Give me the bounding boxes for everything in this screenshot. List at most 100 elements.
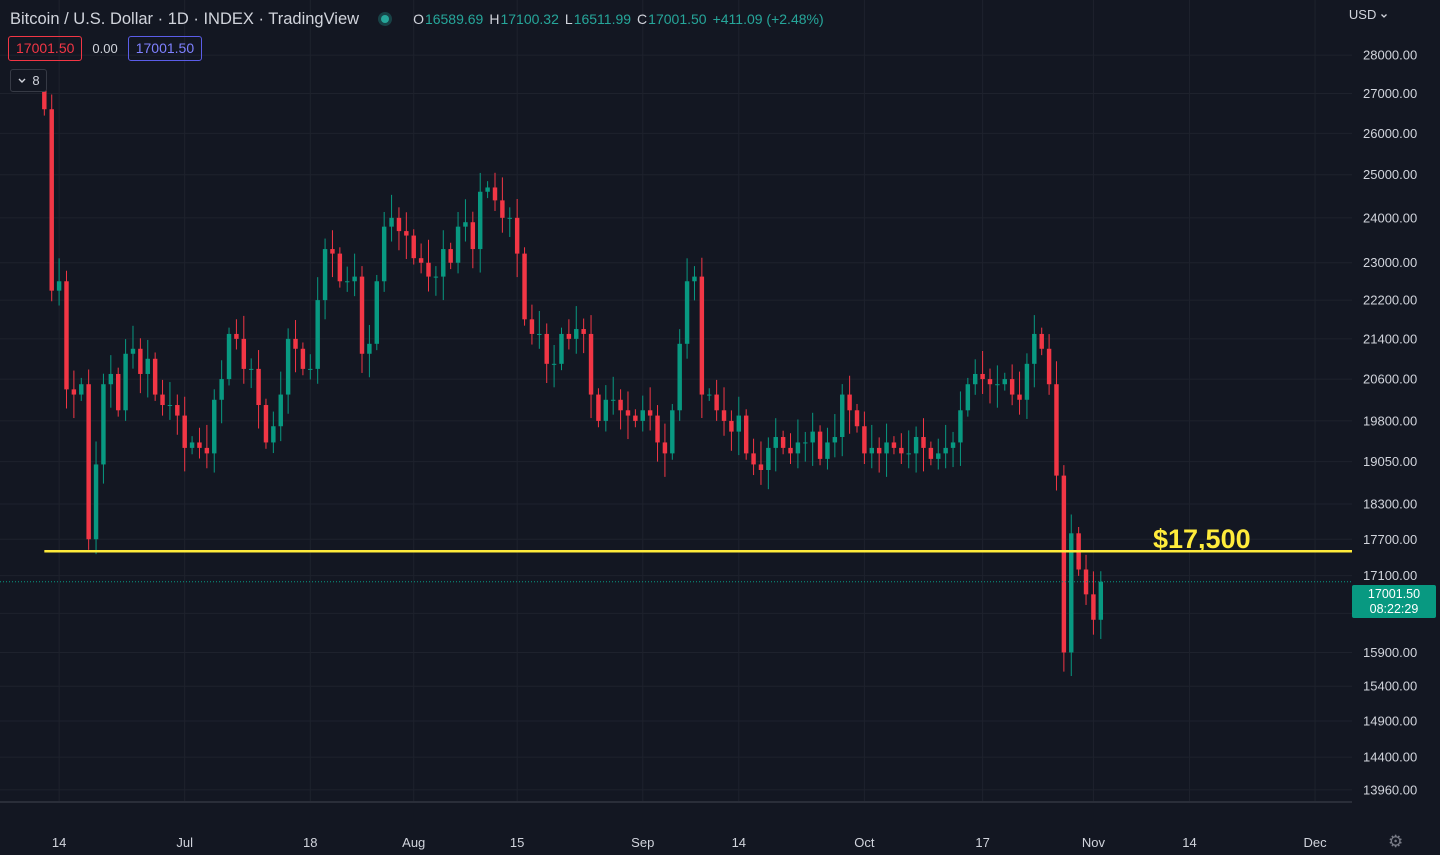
currency-select[interactable]: USD [1349, 7, 1388, 22]
candle-body [492, 187, 498, 201]
candle-body [803, 442, 808, 444]
candle-body [625, 410, 631, 416]
candle-body [559, 333, 564, 364]
y-tick-label: 26000.00 [1363, 126, 1417, 141]
candle-body [825, 442, 830, 459]
candle-body [42, 78, 47, 110]
x-tick-label: Jul [176, 835, 193, 850]
market-status-icon [381, 15, 390, 23]
y-tick-label: 14900.00 [1363, 714, 1417, 729]
candle-body [610, 399, 616, 401]
indicators-toggle-button[interactable]: 8 [10, 69, 47, 92]
chevron-down-icon [18, 78, 26, 83]
y-tick-label: 19800.00 [1363, 413, 1417, 428]
low-value: 16511.99 [573, 11, 632, 27]
candle-body [884, 442, 889, 454]
candle-body [278, 394, 283, 427]
sell-price-button[interactable]: 17001.50 [8, 36, 83, 61]
open-label: O [413, 11, 424, 27]
buy-price-button[interactable]: 17001.50 [127, 36, 203, 61]
candle-body [840, 394, 845, 438]
candle-body [936, 453, 941, 459]
candle-body [374, 281, 380, 344]
y-tick-label: 14400.00 [1363, 750, 1417, 765]
candle-body [93, 464, 99, 540]
candle-body [463, 222, 468, 227]
candle-body [263, 405, 269, 443]
price-axis [1352, 0, 1440, 820]
y-tick-label: 21400.00 [1363, 331, 1417, 346]
candle-body [367, 343, 372, 354]
indicators-count: 8 [32, 73, 40, 88]
candle-body [707, 394, 712, 396]
x-tick-label: Aug [402, 835, 425, 850]
candle-body [810, 431, 815, 443]
candle-body [943, 447, 948, 454]
candle-body [197, 442, 202, 448]
candle-body [995, 384, 1000, 386]
candle-body [500, 200, 505, 218]
candle-body [913, 437, 919, 454]
candles-series [42, 71, 1104, 676]
currency-label: USD [1348, 7, 1377, 22]
y-tick-label: 24000.00 [1363, 210, 1417, 225]
candle-body [522, 253, 527, 320]
candle-body [980, 373, 985, 380]
candle-body [965, 384, 971, 411]
symbol-header: Bitcoin / U.S. Dollar · 1D · INDEX · Tra… [10, 8, 824, 30]
last-price-value: 17001.50 [1367, 587, 1421, 601]
candle-body [175, 405, 180, 416]
candle-body [972, 373, 978, 385]
candle-body [537, 333, 542, 335]
candle-body [987, 379, 993, 385]
symbol-title[interactable]: Bitcoin / U.S. Dollar · 1D · INDEX · Tra… [10, 9, 360, 28]
x-tick-label: 18 [303, 835, 317, 850]
y-tick-label: 28000.00 [1363, 48, 1417, 63]
x-tick-label: 14 [52, 835, 66, 850]
x-tick-label: Dec [1303, 835, 1327, 850]
y-tick-label: 15400.00 [1363, 679, 1417, 694]
candle-body [1032, 333, 1037, 364]
candle-body [322, 249, 328, 301]
bar-countdown: 08:22:29 [1369, 602, 1419, 616]
candle-body [470, 222, 476, 250]
candle-body [330, 249, 335, 254]
candle-body [248, 368, 254, 370]
ohlc-legend: O 16589.69 H 17100.32 L 16511.99 C 17001.50 … [407, 11, 824, 27]
y-tick-label: 20600.00 [1363, 372, 1417, 387]
y-tick-label: 15900.00 [1363, 645, 1417, 660]
low-label: L [564, 11, 573, 27]
candle-body [743, 415, 749, 454]
candle-body [662, 442, 668, 454]
candle-body [352, 276, 357, 282]
candle-body [123, 353, 128, 411]
candle-body [204, 447, 210, 454]
candle-body [345, 281, 350, 283]
candle-body [854, 410, 860, 427]
candle-body [1039, 333, 1044, 349]
candle-body [958, 410, 963, 443]
candle-body [566, 333, 572, 339]
candle-body [529, 319, 535, 334]
price-axis-labels: 28000.00 27000.00 26000.00 25000.00 24000.00… [1363, 48, 1417, 798]
candle-body [862, 426, 867, 454]
candle-body [1069, 533, 1074, 653]
close-label: C [637, 11, 648, 27]
candle-body [692, 276, 697, 282]
candle-body [1017, 394, 1022, 400]
candle-body [869, 447, 874, 454]
x-tick-label: 17 [975, 835, 989, 850]
x-tick-label: Nov [1082, 835, 1106, 850]
candle-body [308, 368, 313, 370]
y-tick-label: 13960.00 [1363, 782, 1417, 797]
time-axis-labels: 14 Jul 18 Aug 15 Sep 14 Oct 17 Nov 14 Dec [52, 835, 1327, 850]
gear-icon[interactable]: ⚙ [1388, 832, 1404, 851]
candle-body [544, 333, 549, 364]
candle-body [138, 348, 143, 374]
candle-body [256, 368, 261, 406]
chevron-down-icon [1381, 14, 1387, 18]
candle-body [699, 276, 705, 395]
candle-body [485, 187, 490, 192]
candle-body [455, 226, 461, 263]
